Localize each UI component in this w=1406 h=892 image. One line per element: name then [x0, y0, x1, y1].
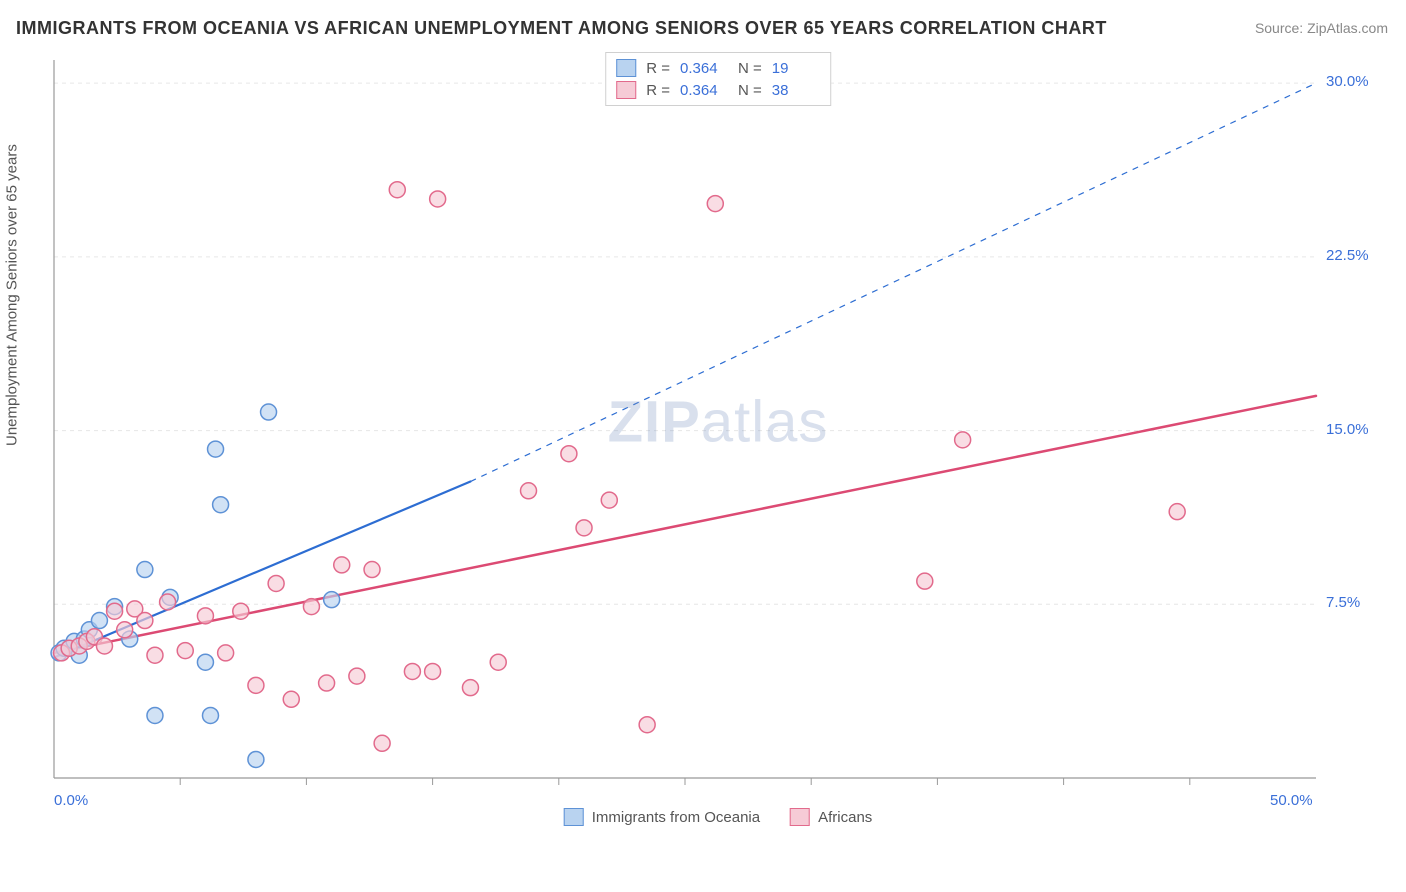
- source-prefix: Source:: [1255, 20, 1307, 36]
- plot-svg: [48, 52, 1388, 822]
- legend-item-africans: Africans: [790, 808, 872, 826]
- y-tick-label: 15.0%: [1326, 421, 1369, 438]
- swatch-africans: [616, 81, 636, 99]
- y-axis-label: Unemployment Among Seniors over 65 years: [4, 144, 21, 446]
- swatch-africans: [790, 808, 810, 826]
- y-tick-label: 22.5%: [1326, 247, 1369, 264]
- n-label: N =: [738, 82, 762, 99]
- legend-label-oceania: Immigrants from Oceania: [592, 809, 760, 826]
- n-label: N =: [738, 60, 762, 77]
- swatch-oceania: [616, 59, 636, 77]
- stats-row-africans: R = 0.364 N = 38: [616, 79, 820, 101]
- stats-legend: R = 0.364 N = 19 R = 0.364 N = 38: [605, 52, 831, 106]
- x-tick-label: 0.0%: [54, 792, 88, 809]
- swatch-oceania: [564, 808, 584, 826]
- chart-title: IMMIGRANTS FROM OCEANIA VS AFRICAN UNEMP…: [16, 18, 1107, 39]
- r-value-oceania: 0.364: [680, 60, 728, 77]
- n-value-africans: 38: [772, 82, 820, 99]
- r-value-africans: 0.364: [680, 82, 728, 99]
- legend-item-oceania: Immigrants from Oceania: [564, 808, 760, 826]
- n-value-oceania: 19: [772, 60, 820, 77]
- series-legend: Immigrants from Oceania Africans: [564, 808, 873, 826]
- y-tick-label: 7.5%: [1326, 594, 1360, 611]
- legend-label-africans: Africans: [818, 809, 872, 826]
- x-tick-label: 50.0%: [1270, 792, 1313, 809]
- source-name: ZipAtlas.com: [1307, 20, 1388, 36]
- source-attribution: Source: ZipAtlas.com: [1255, 20, 1388, 36]
- scatter-plot: ZIPatlas R =0.364N =19R =0.364N =38 Immi…: [48, 52, 1388, 822]
- r-label: R =: [646, 60, 670, 77]
- r-label: R =: [646, 82, 670, 99]
- y-tick-label: 30.0%: [1326, 73, 1369, 90]
- stats-row-oceania: R = 0.364 N = 19: [616, 57, 820, 79]
